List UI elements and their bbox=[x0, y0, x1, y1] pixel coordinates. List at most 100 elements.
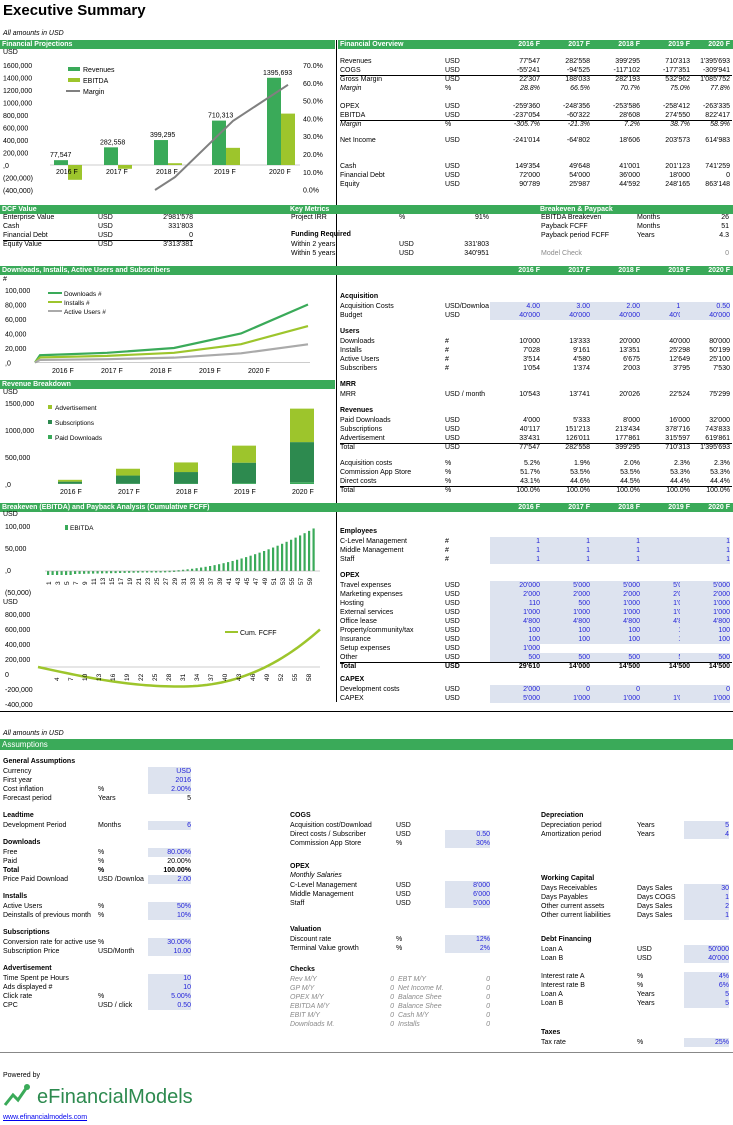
assump-value[interactable]: 2.00% bbox=[148, 785, 191, 794]
legend-swatch bbox=[48, 435, 52, 439]
check-label: Balance Shee bbox=[398, 994, 442, 1001]
assump-label: Loan B bbox=[541, 955, 564, 962]
x-tick: 4 bbox=[54, 677, 61, 681]
x-tick: 2020 F bbox=[292, 489, 314, 496]
assump-value[interactable]: 10 bbox=[148, 983, 191, 992]
assump-unit: % bbox=[98, 867, 105, 874]
assump-section-title: Leadtime bbox=[3, 812, 34, 819]
x-tick: 59 bbox=[307, 577, 314, 585]
assump-unit: % bbox=[98, 939, 105, 946]
assump-value[interactable]: 5.00% bbox=[148, 992, 191, 1001]
row-value: 274'550 bbox=[665, 112, 690, 119]
assump-value[interactable]: 0.50 bbox=[148, 1001, 191, 1010]
check-label: Balance Shee bbox=[398, 1003, 442, 1010]
row-unit: USD bbox=[445, 67, 460, 74]
assumption-row: C-Level Management USD 8'000 bbox=[290, 881, 490, 890]
assump-value[interactable]: 6'000 bbox=[445, 890, 490, 899]
row-value: 80'000 bbox=[709, 338, 730, 345]
x-tick: 19 bbox=[124, 673, 131, 681]
revenue-breakdown-chart: 1500,000 1000,000 500,000 ,0 2016 F 2017 F 201… bbox=[5, 401, 314, 496]
row-value: 8'000 bbox=[623, 417, 640, 424]
row-value: 2'000 bbox=[680, 590, 730, 599]
assump-section-title: Advertisement bbox=[3, 965, 52, 972]
y-tick: 400,000 bbox=[5, 642, 30, 649]
assump-value[interactable]: 4% bbox=[684, 972, 729, 981]
employees-title: Employees bbox=[340, 528, 377, 535]
assump-value[interactable]: 10% bbox=[148, 911, 191, 920]
row-unit: # bbox=[445, 338, 449, 345]
assump-value[interactable]: 5'000 bbox=[445, 899, 490, 908]
assump-value[interactable]: 2.00 bbox=[148, 875, 191, 884]
assumption-row: Total% 100.00% bbox=[3, 866, 193, 875]
assump-value[interactable]: 5 bbox=[684, 999, 729, 1008]
x-tick: 31 bbox=[181, 577, 188, 585]
assump-value[interactable]: 6 bbox=[148, 821, 191, 830]
assump-value[interactable]: 5 bbox=[684, 821, 729, 830]
y-tick: 800,000 bbox=[5, 612, 30, 619]
assumption-row: Loan B USD 40'000 bbox=[541, 954, 733, 963]
assump-value[interactable]: 40'000 bbox=[684, 954, 729, 963]
row-value: 1 bbox=[540, 555, 590, 564]
assump-unit: USD bbox=[396, 822, 411, 829]
row-value: 282'558 bbox=[565, 58, 590, 65]
assump-value[interactable]: 2% bbox=[445, 944, 490, 953]
legend-label: EBITDA bbox=[70, 525, 94, 532]
row-value: 619'861 bbox=[705, 435, 730, 442]
ebitda-bar bbox=[272, 547, 275, 571]
assump-value[interactable]: 12% bbox=[445, 935, 490, 944]
assump-value[interactable]: 5 bbox=[684, 990, 729, 999]
assump-value[interactable]: 1 bbox=[684, 911, 729, 920]
assump-value[interactable]: 2 bbox=[684, 902, 729, 911]
row-value: 1'374 bbox=[573, 365, 590, 372]
check-value: 0 bbox=[390, 1012, 394, 1019]
assump-value[interactable]: 25% bbox=[684, 1038, 729, 1047]
assump-value[interactable]: 2016 bbox=[148, 776, 191, 785]
row-value: 5'000 bbox=[540, 581, 590, 590]
website-link[interactable]: www.efinancialmodels.com bbox=[3, 1114, 88, 1121]
assump-label: Total bbox=[3, 867, 20, 874]
row-unit: # bbox=[445, 556, 449, 563]
row-value: 1 bbox=[590, 537, 640, 546]
row-value: 863'148 bbox=[705, 181, 730, 188]
assump-value[interactable]: 10.00 bbox=[148, 947, 191, 956]
breakeven-row: Payback FCFF Months 51 bbox=[541, 222, 731, 231]
assump-value[interactable]: 10 bbox=[148, 974, 191, 983]
legend-label: Downloads # bbox=[64, 291, 102, 298]
assump-value[interactable]: 50% bbox=[148, 902, 191, 911]
row-value: 1'085'752 bbox=[700, 76, 730, 83]
assump-value[interactable]: 6% bbox=[684, 981, 729, 990]
row-value: 14'500 bbox=[618, 663, 640, 670]
checks-title: Checks bbox=[290, 966, 315, 973]
assump-value[interactable]: 30.00% bbox=[148, 938, 191, 947]
assump-value[interactable]: 80.00% bbox=[148, 848, 191, 857]
assump-value[interactable]: 30% bbox=[445, 839, 490, 848]
row-value: 315'597 bbox=[665, 435, 690, 442]
row-unit: USD bbox=[445, 636, 460, 643]
row-unit: USD bbox=[445, 58, 460, 65]
assump-value[interactable]: 8'000 bbox=[445, 881, 490, 890]
row-value: 248'165 bbox=[665, 181, 690, 188]
year-header: 2016 F bbox=[518, 267, 540, 274]
row-rule bbox=[340, 75, 732, 76]
row-value: 70.7% bbox=[620, 85, 640, 92]
y-tick: 1000,000 bbox=[3, 101, 32, 108]
assump-value[interactable]: USD bbox=[148, 767, 191, 776]
assump-value[interactable]: 50'000 bbox=[684, 945, 729, 954]
year-header: 2019 F bbox=[668, 267, 690, 274]
assump-value[interactable]: 4 bbox=[684, 830, 729, 839]
funding-value: 331'803 bbox=[464, 241, 489, 248]
x-tick: 2016 F bbox=[52, 368, 74, 375]
x-tick: 3 bbox=[55, 581, 62, 585]
row-value: 710'313 bbox=[665, 58, 690, 65]
row-label: OPEX bbox=[340, 103, 360, 110]
assump-value[interactable]: 30 bbox=[684, 884, 729, 893]
ebitda-bar bbox=[123, 571, 126, 573]
assump-unit: Years bbox=[637, 991, 655, 998]
ebitda-bar bbox=[299, 535, 302, 571]
assump-value[interactable]: 1 bbox=[684, 893, 729, 902]
row-value: 2.3% bbox=[674, 460, 690, 467]
assump-value[interactable]: 0.50 bbox=[445, 830, 490, 839]
row-label: Total bbox=[340, 487, 355, 494]
